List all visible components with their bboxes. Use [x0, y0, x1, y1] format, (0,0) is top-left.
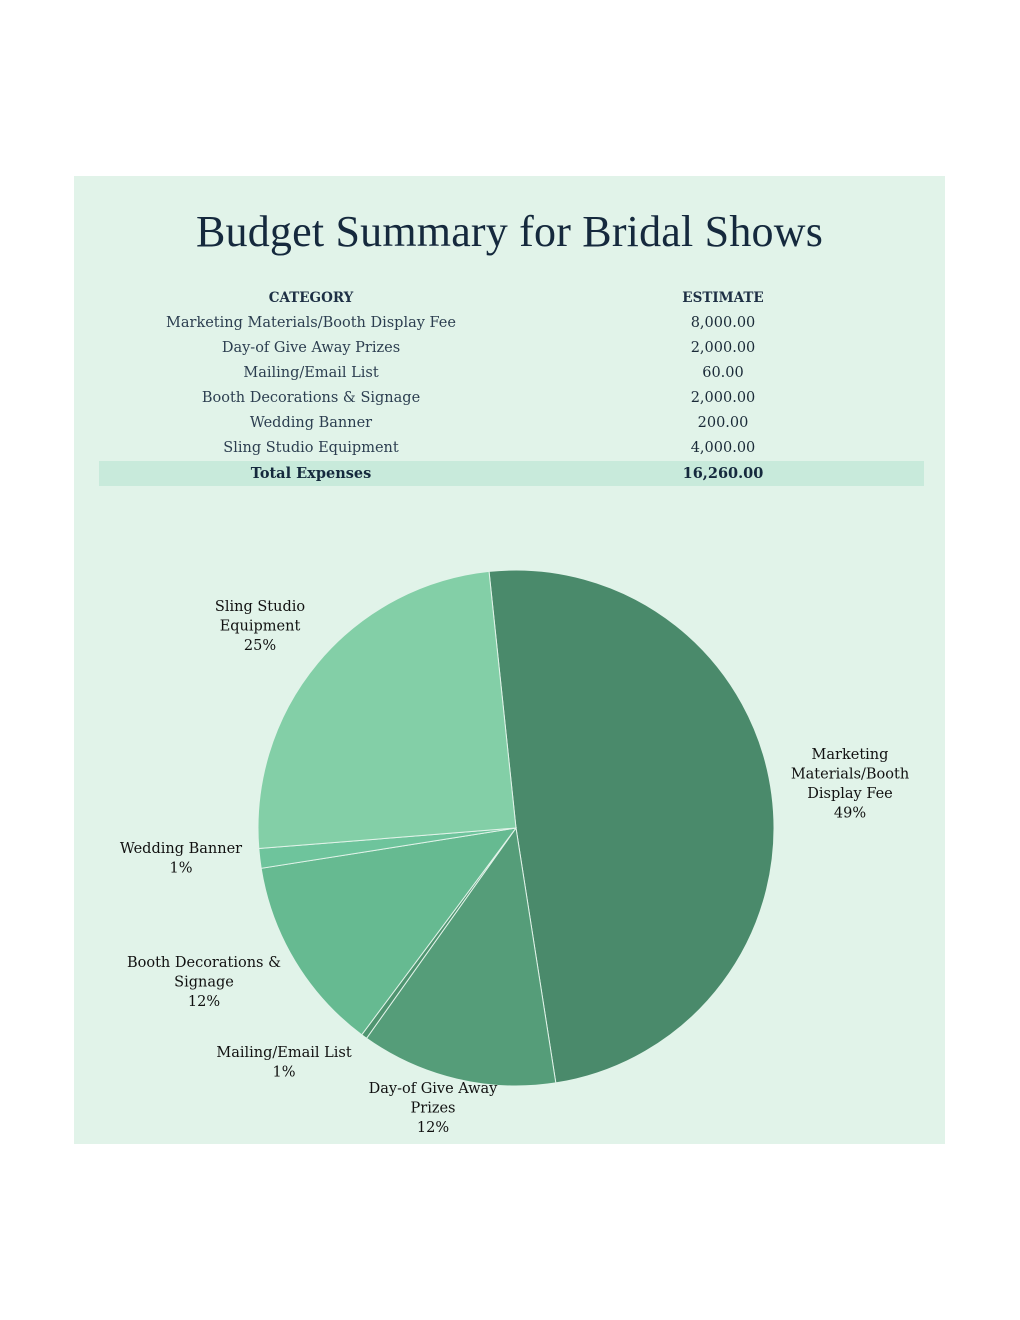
data-label-banner: Wedding Banner 1% — [120, 841, 242, 877]
estimate-cell: 2,000.00 — [690, 340, 756, 356]
budget-pie-chart: Marketing Materials/Booth Display Fee 49% Da… — [120, 569, 909, 1136]
page-title: Budget Summary for Bridal Shows — [195, 207, 824, 256]
data-label-decorations: Booth Decorations & Signage 12% — [127, 955, 281, 1010]
total-value: 16,260.00 — [682, 465, 764, 482]
pie-slice-prizes — [365, 826, 557, 1087]
table-row: Booth Decorations & Signage 2,000.00 — [99, 386, 924, 411]
category-cell: Wedding Banner — [249, 415, 373, 431]
total-row: Total Expenses 16,260.00 — [99, 461, 924, 486]
data-label-equipment: Sling Studio Equipment 25% — [215, 599, 305, 654]
total-label: Total Expenses — [250, 465, 372, 482]
table-row: Wedding Banner 200.00 — [99, 411, 924, 436]
table-row: Marketing Materials/Booth Display Fee 8,… — [99, 311, 924, 336]
category-cell: Mailing/Email List — [243, 365, 379, 381]
data-label-mailing: Mailing/Email List 1% — [216, 1045, 351, 1081]
budget-panel: Budget Summary for Bridal Shows CATEGORY… — [74, 176, 945, 1144]
category-column-header: CATEGORY — [268, 290, 354, 306]
table-row: Sling Studio Equipment 4,000.00 — [99, 436, 924, 461]
table-row: Day-of Give Away Prizes 2,000.00 — [99, 336, 924, 361]
pie-slice-equipment — [257, 570, 517, 850]
pie-slice-marketing — [488, 569, 775, 1084]
estimate-column-header: ESTIMATE — [682, 290, 764, 306]
table-row: Mailing/Email List 60.00 — [99, 361, 924, 386]
pie-slice-decorations — [260, 827, 518, 1036]
category-cell: Day-of Give Away Prizes — [221, 340, 401, 356]
category-cell: Booth Decorations & Signage — [201, 390, 421, 406]
estimate-cell: 2,000.00 — [690, 390, 756, 406]
data-label-prizes: Day-of Give Away Prizes 12% — [369, 1081, 499, 1136]
estimate-cell: 60.00 — [702, 365, 744, 381]
table-header-row: CATEGORY ESTIMATE — [99, 286, 924, 311]
budget-table: CATEGORY ESTIMATE Marketing Materials/Bo… — [99, 286, 924, 486]
category-cell: Marketing Materials/Booth Display Fee — [166, 315, 456, 331]
category-cell: Sling Studio Equipment — [223, 440, 399, 456]
estimate-cell: 8,000.00 — [690, 315, 756, 331]
data-label-marketing: Marketing Materials/Booth Display Fee 49% — [791, 747, 909, 822]
estimate-cell: 4,000.00 — [690, 440, 756, 456]
estimate-cell: 200.00 — [697, 415, 749, 431]
